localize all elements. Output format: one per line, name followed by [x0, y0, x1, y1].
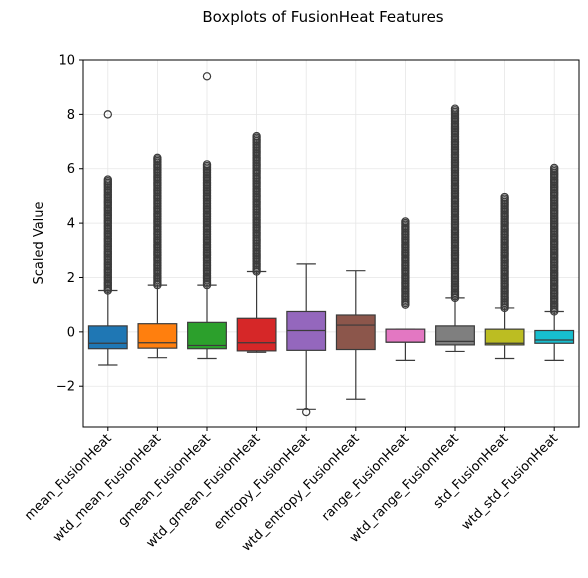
iqr-box — [236, 317, 277, 352]
y-tick-label: −2 — [56, 380, 75, 395]
y-tick-label: 10 — [58, 54, 75, 69]
x-axis: mean_FusionHeatwtd_mean_FusionHeatgmean_… — [22, 427, 561, 555]
outlier-marker — [153, 153, 162, 163]
iqr-box — [87, 325, 128, 350]
outlier-marker — [252, 131, 261, 141]
iqr-box — [187, 321, 227, 350]
outlier-marker — [401, 217, 410, 226]
iqr-box — [435, 325, 475, 346]
outlier-marker — [103, 175, 113, 184]
y-axis: −2 0 2 4 6 8 10 — [56, 54, 83, 395]
y-tick-label: 6 — [67, 162, 75, 177]
iqr-box — [534, 329, 575, 344]
x-tick-label: wtd_std_FusionHeat — [459, 431, 561, 533]
outlier-marker — [500, 192, 509, 202]
y-axis-label: Scaled Value — [32, 201, 47, 284]
x-tick-label: gmean_FusionHeat — [116, 431, 214, 529]
box-wtd_range_FusionHeat — [435, 104, 475, 353]
box-wtd_std_FusionHeat — [534, 163, 575, 361]
box-std_FusionHeat — [484, 192, 525, 360]
box-wtd_mean_FusionHeat — [137, 153, 178, 359]
y-tick-label: 8 — [67, 108, 75, 123]
x-tick-label: mean_FusionHeat — [22, 431, 114, 523]
chart-title: Boxplots of FusionHeat Features — [202, 8, 443, 26]
box-range_FusionHeat — [385, 217, 426, 361]
y-tick-label: 0 — [67, 325, 75, 340]
box-mean_FusionHeat — [87, 110, 128, 366]
iqr-box — [484, 328, 525, 346]
boxes — [87, 72, 575, 417]
outlier-marker — [450, 104, 460, 113]
iqr-box — [335, 314, 376, 351]
outlier-marker — [103, 110, 113, 119]
x-tick-label: range_FusionHeat — [319, 431, 412, 524]
y-tick-label: 2 — [67, 271, 75, 286]
outlier-marker — [202, 72, 212, 81]
box-entropy_FusionHeat — [286, 263, 327, 417]
x-tick-label: entropy_FusionHeat — [211, 431, 313, 533]
outlier-marker — [550, 163, 559, 173]
iqr-box — [137, 323, 178, 349]
plot-area-frame — [82, 59, 580, 428]
box-wtd_gmean_FusionHeat — [236, 131, 277, 353]
iqr-box — [385, 328, 426, 343]
box-wtd_entropy_FusionHeat — [335, 270, 376, 400]
box-gmean_FusionHeat — [187, 72, 227, 360]
y-tick-label: 4 — [67, 217, 75, 232]
outlier-marker — [202, 160, 212, 169]
